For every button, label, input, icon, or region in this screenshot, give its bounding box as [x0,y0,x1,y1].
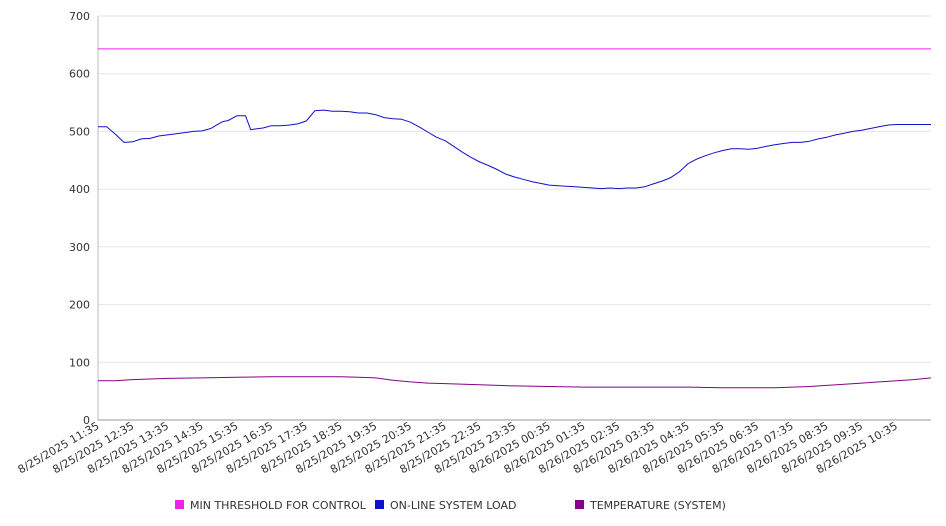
axis-layer: 0 100 200 300 400 500 600 700 [69,10,931,427]
legend-label: MIN THRESHOLD FOR CONTROL [190,499,367,512]
y-tick-label: 300 [69,241,90,254]
y-tick-label: 600 [69,68,90,81]
series-line-1 [98,109,931,190]
legend[interactable]: MIN THRESHOLD FOR CONTROL ON-LINE SYSTEM … [175,499,726,512]
legend-swatch [575,500,584,509]
y-tick-label: 0 [83,414,90,427]
legend-item[interactable]: MIN THRESHOLD FOR CONTROL [175,499,367,512]
series-line-2 [98,376,932,389]
legend-label: ON-LINE SYSTEM LOAD [390,499,516,512]
legend-swatch [175,500,184,509]
y-tick-label: 700 [69,10,90,23]
y-tick-label: 400 [69,183,90,196]
y-tick-label: 200 [69,299,90,312]
legend-swatch [375,500,384,509]
x-tick-labels: 8/25/2025 11:358/25/2025 12:358/25/2025 … [16,419,900,476]
series-layer [98,48,932,389]
grid-layer [98,15,931,363]
y-tick-label: 500 [69,125,90,138]
legend-label: TEMPERATURE (SYSTEM) [589,499,726,512]
y-tick-label: 100 [69,356,90,369]
legend-item[interactable]: ON-LINE SYSTEM LOAD [375,499,516,512]
legend-item[interactable]: TEMPERATURE (SYSTEM) [575,499,726,512]
